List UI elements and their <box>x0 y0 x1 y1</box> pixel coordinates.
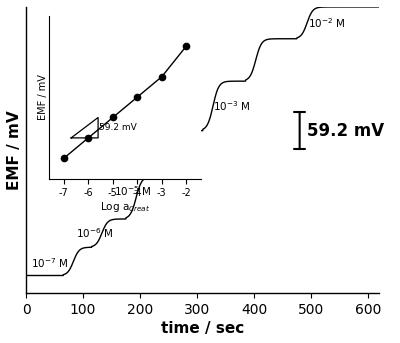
Text: $10^{-2}$ M: $10^{-2}$ M <box>308 16 346 29</box>
Text: 59.2 mV: 59.2 mV <box>307 122 384 140</box>
X-axis label: time / sec: time / sec <box>161 321 244 336</box>
Text: $10^{-5}$ M: $10^{-5}$ M <box>114 184 152 198</box>
Text: $10^{-4}$ M: $10^{-4}$ M <box>150 143 188 157</box>
Text: $10^{-3}$ M: $10^{-3}$ M <box>213 99 250 113</box>
Text: $10^{-7}$ M: $10^{-7}$ M <box>31 256 68 270</box>
Y-axis label: EMF / mV: EMF / mV <box>7 110 22 190</box>
Text: $10^{-6}$ M: $10^{-6}$ M <box>76 226 114 240</box>
